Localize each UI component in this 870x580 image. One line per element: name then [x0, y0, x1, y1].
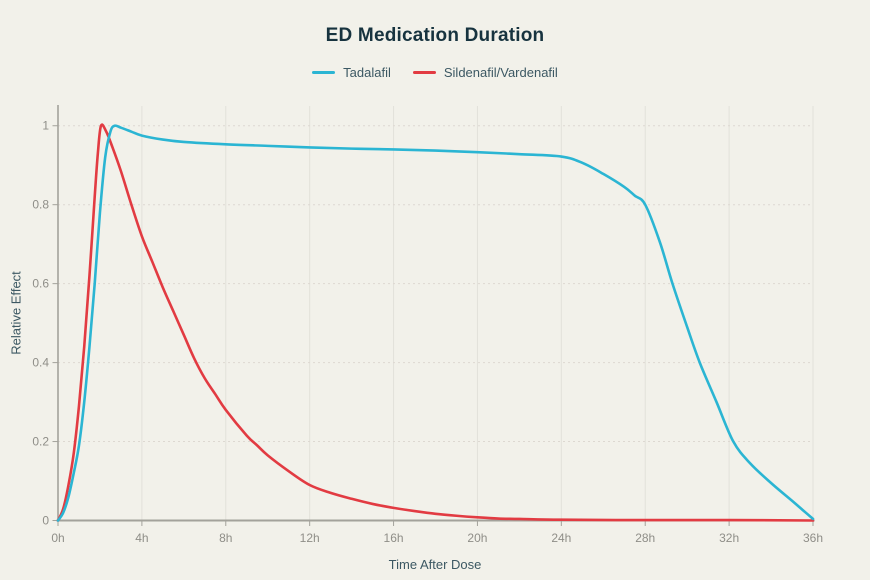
x-tick-label: 32h [719, 531, 739, 545]
x-tick-label: 28h [635, 531, 655, 545]
y-tick-label: 1 [42, 119, 49, 133]
legend-label-sildenafil-vardenafil: Sildenafil/Vardenafil [443, 65, 558, 80]
series-line-sildenafil-vardenafil[interactable] [56, 123, 815, 522]
legend-swatch-sildenafil-vardenafil [412, 71, 436, 74]
legend-swatch-tadalafil [312, 71, 336, 74]
legend-label-tadalafil: Tadalafil [343, 65, 391, 80]
x-tick-label: 16h [384, 531, 404, 545]
x-tick-label: 24h [551, 531, 571, 545]
x-tick-label: 20h [467, 531, 487, 545]
y-tick-label: 0 [42, 514, 49, 528]
x-axis-title: Time After Dose [388, 557, 482, 572]
x-tick-label: 8h [219, 531, 232, 545]
x-tick-label: 36h [803, 531, 823, 545]
y-tick-label: 0.6 [32, 277, 49, 291]
chart-title: ED Medication Duration [325, 25, 545, 46]
legend-item-tadalafil[interactable]: Tadalafil [312, 65, 391, 80]
x-tick-label: 4h [135, 531, 148, 545]
series-line-tadalafil[interactable] [56, 124, 815, 522]
y-tick-label: 0.2 [32, 435, 49, 449]
y-tick-label: 0.4 [32, 356, 49, 370]
legend-item-sildenafil-vardenafil[interactable]: Sildenafil/Vardenafil [412, 65, 558, 80]
legend: Tadalafil Sildenafil/Vardenafil [0, 65, 870, 80]
x-tick-label: 12h [300, 531, 320, 545]
y-tick-label: 0.8 [32, 198, 49, 212]
x-tick-label: 0h [51, 531, 64, 545]
